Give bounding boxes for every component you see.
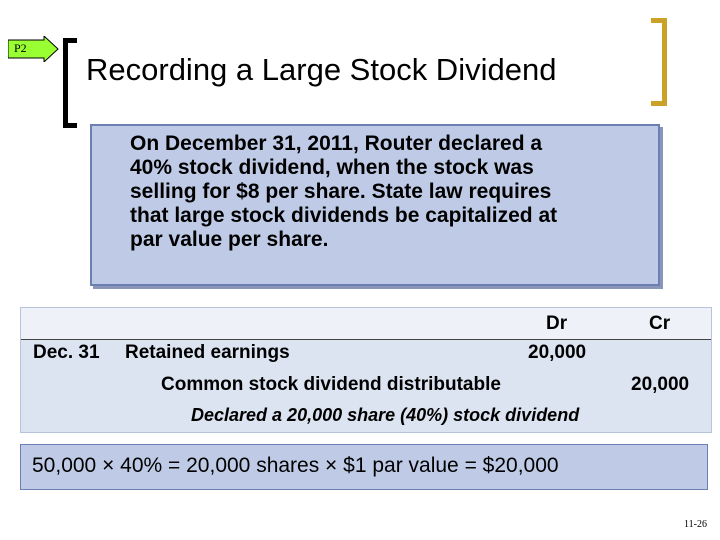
statement-line: On December 31, 2011, Router declared a (130, 132, 543, 155)
title-bracket-right (651, 18, 667, 106)
statement-line: selling for $8 per share. State law requ… (130, 180, 552, 203)
debit-account: Retained earnings (125, 342, 290, 363)
tag-label: P2 (14, 41, 27, 55)
credit-account: Common stock dividend distributable (161, 374, 501, 395)
calculation-box: 50,000 × 40% = 20,000 shares × $1 par va… (20, 444, 708, 490)
entry-explanation: Declared a 20,000 share (40%) stock divi… (191, 405, 580, 425)
statement-line: par value per share. (130, 228, 329, 251)
calculation-text: 50,000 × 40% = 20,000 shares × $1 par va… (32, 454, 559, 477)
entry-date: Dec. 31 (33, 342, 100, 363)
problem-statement-text: On December 31, 2011, Router declared a … (130, 132, 650, 252)
slide-title: Recording a Large Stock Dividend (86, 52, 557, 87)
statement-line: that large stock dividends be capitalize… (130, 204, 558, 227)
arrow-icon (8, 36, 59, 62)
slide-number: 11-26 (684, 519, 707, 530)
debit-column-header: Dr (546, 313, 568, 334)
credit-amount: 20,000 (631, 374, 690, 395)
problem-statement-box: On December 31, 2011, Router declared a … (90, 124, 660, 286)
journal-header (21, 308, 711, 340)
credit-column-header: Cr (649, 313, 671, 334)
debit-amount: 20,000 (528, 342, 587, 363)
title-bracket-left (63, 38, 77, 128)
learning-objective-tag: P2 (8, 36, 60, 62)
journal-entry: Dr Cr Dec. 31 Retained earnings 20,000 C… (20, 307, 712, 433)
statement-line: 40% stock dividend, when the stock was (130, 156, 534, 179)
